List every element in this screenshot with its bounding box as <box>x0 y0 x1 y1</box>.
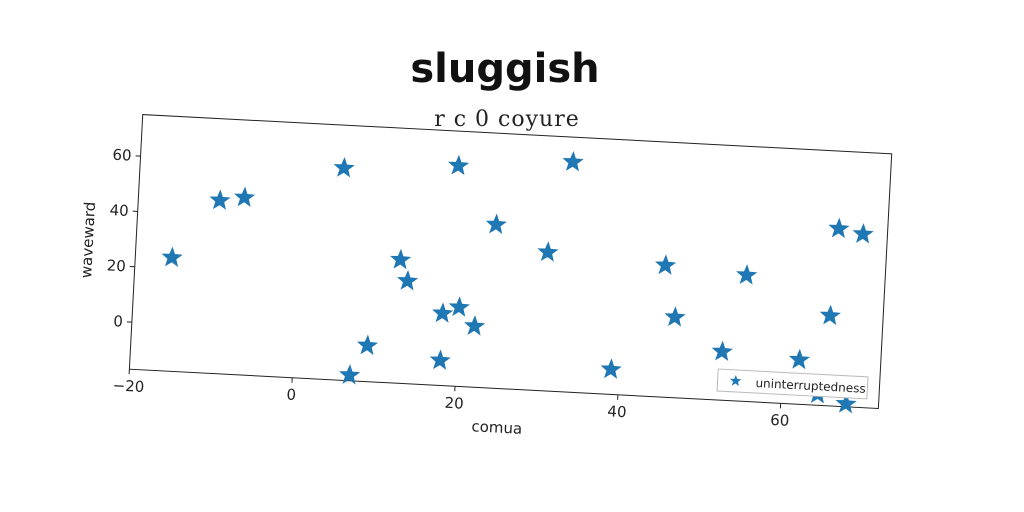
data-point-star <box>852 223 874 244</box>
y-tick-label: 40 <box>109 201 129 220</box>
data-point-star <box>390 248 412 270</box>
legend-box <box>716 368 869 400</box>
x-tick-label: −20 <box>112 376 145 396</box>
data-point-star <box>835 392 857 414</box>
y-axis-label: waveward <box>77 201 99 278</box>
x-axis-label: comua <box>471 417 523 438</box>
data-point-star <box>161 246 183 267</box>
chart-subtitle: r c 0 coyure <box>434 107 580 132</box>
data-point-star <box>485 213 507 235</box>
data-point-star <box>448 296 470 317</box>
data-point-star <box>209 189 231 210</box>
data-point-star <box>432 302 454 323</box>
x-tick-label: 40 <box>607 402 627 421</box>
data-point-star <box>339 364 361 385</box>
data-point-star <box>356 334 379 355</box>
data-point-star <box>711 340 733 362</box>
data-point-star <box>828 217 850 239</box>
data-point-star <box>464 315 486 336</box>
data-point-star <box>397 269 419 291</box>
data-point-star <box>664 306 686 327</box>
data-point-star <box>600 358 622 379</box>
y-tick-label: 60 <box>112 146 132 165</box>
data-point-star <box>655 254 677 275</box>
x-tick-label: 60 <box>770 411 790 430</box>
x-tick-label: 0 <box>286 385 296 403</box>
axis-ticks: −20 0 20 40 60 0 20 40 60 <box>106 146 790 430</box>
plot-area: −20 0 20 40 60 0 20 40 60 uninterruptedness comu… <box>77 114 893 438</box>
data-point-star <box>562 150 584 172</box>
data-points <box>161 150 874 414</box>
data-point-star <box>736 264 758 285</box>
data-point-star <box>788 348 811 370</box>
plot-frame <box>128 114 893 409</box>
data-point-star <box>537 241 559 262</box>
data-point-star <box>333 157 355 178</box>
data-point-star <box>819 304 841 326</box>
legend-marker-star <box>730 374 742 386</box>
data-point-star <box>448 154 470 176</box>
data-point-star <box>429 349 451 370</box>
legend-entry-label: uninterruptedness <box>755 376 866 396</box>
chart-title: sluggish <box>410 46 599 92</box>
x-tick-label: 20 <box>444 394 464 413</box>
y-tick-label: 20 <box>106 256 126 275</box>
y-tick-label: 0 <box>113 312 123 330</box>
legend: uninterruptedness <box>716 368 869 400</box>
data-point-star <box>234 186 256 207</box>
